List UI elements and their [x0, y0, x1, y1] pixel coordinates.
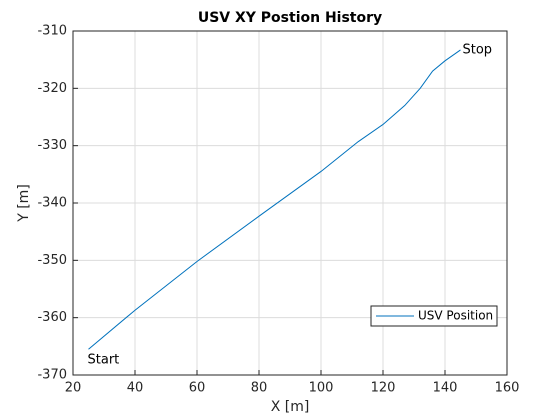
- x-tick-label: 40: [127, 381, 144, 396]
- annotation: Stop: [463, 42, 493, 57]
- y-tick-label: -310: [37, 24, 67, 39]
- data-line: [88, 49, 461, 350]
- legend-box: [370, 305, 498, 327]
- y-tick-label: -350: [37, 253, 67, 268]
- y-tick-label: -320: [37, 81, 67, 96]
- x-tick-label: 20: [65, 381, 82, 396]
- y-tick-label: -330: [37, 138, 67, 153]
- x-tick-label: 60: [189, 381, 206, 396]
- y-tick-label: -360: [37, 310, 67, 325]
- y-tick-label: -370: [37, 368, 67, 383]
- x-tick-label: 100: [309, 381, 334, 396]
- y-axis-label: Y [m]: [16, 184, 32, 223]
- x-axis-label: X [m]: [271, 399, 310, 415]
- x-tick-label: 160: [495, 381, 520, 396]
- plot-frame: [72, 30, 508, 376]
- annotation: Start: [88, 353, 120, 368]
- x-tick-label: 80: [251, 381, 268, 396]
- x-tick-label: 140: [433, 381, 458, 396]
- y-tick-label: -340: [37, 196, 67, 211]
- x-tick-label: 120: [371, 381, 396, 396]
- chart-title: USV XY Postion History: [198, 10, 382, 26]
- legend-label: USV Position: [418, 309, 493, 323]
